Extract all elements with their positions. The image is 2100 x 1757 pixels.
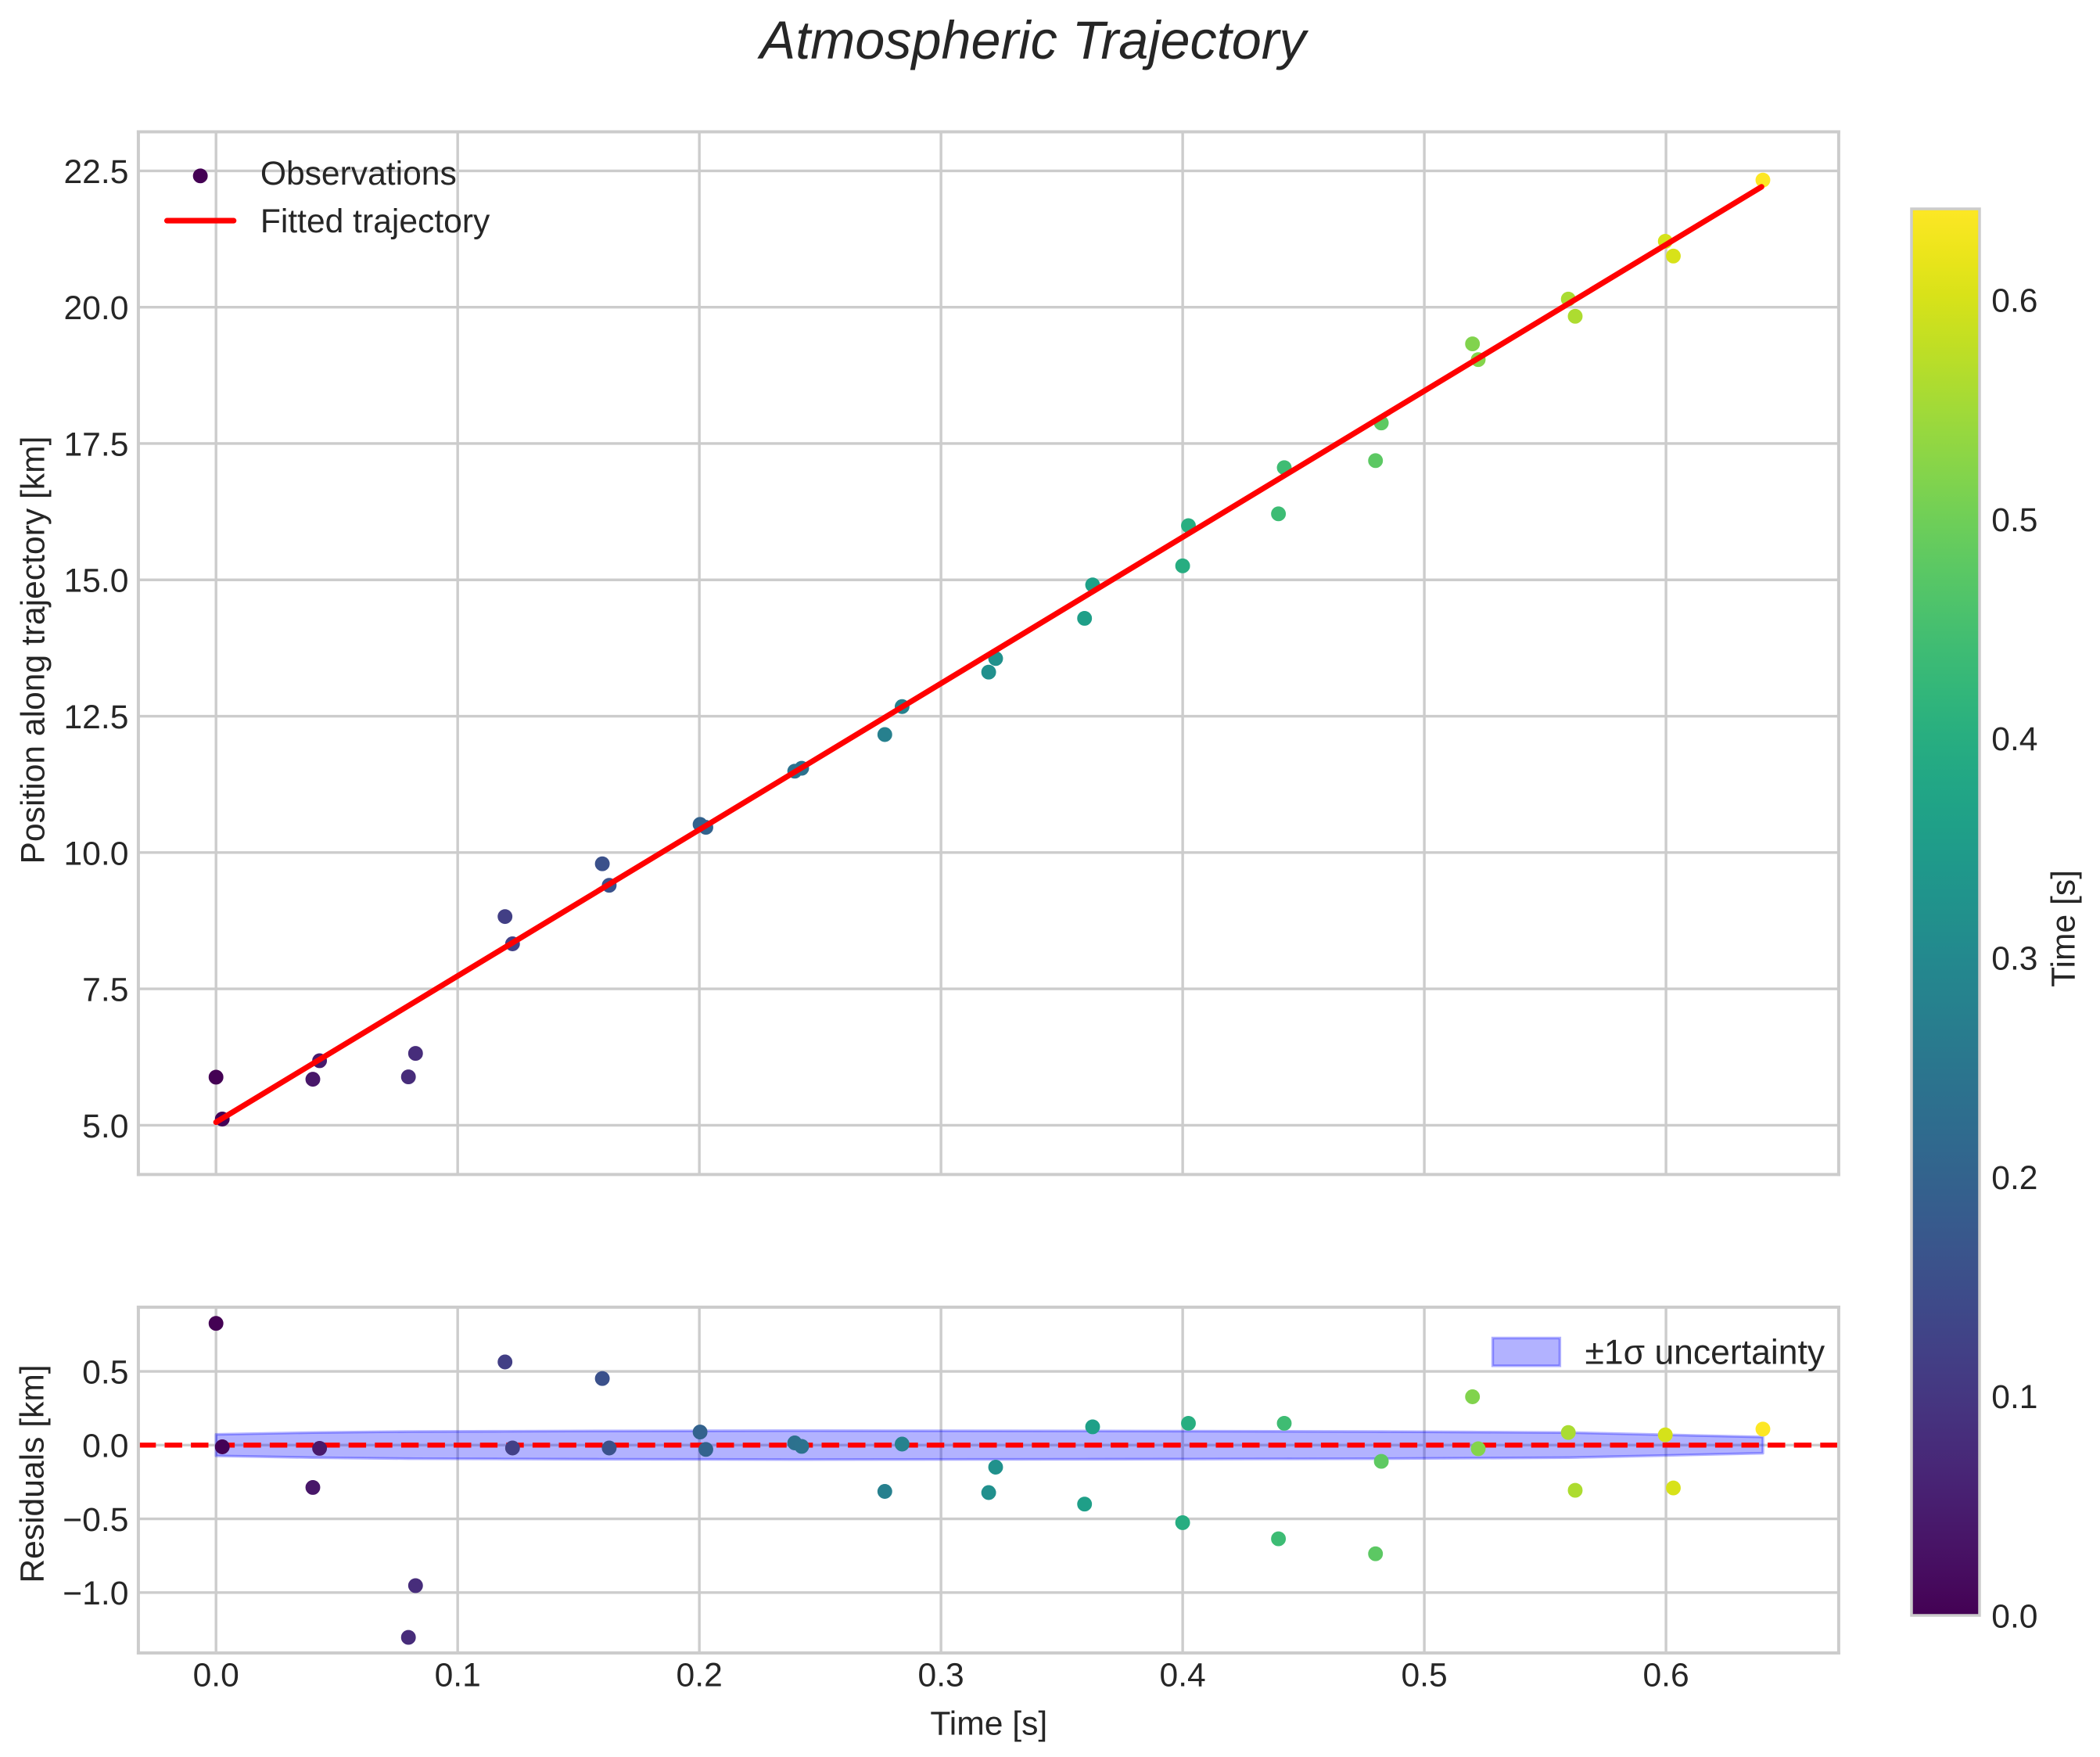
- svg-text:15.0: 15.0: [63, 562, 128, 600]
- svg-text:0.5: 0.5: [82, 1353, 128, 1391]
- svg-text:0.6: 0.6: [1991, 282, 2037, 319]
- svg-text:0.5: 0.5: [1991, 501, 2037, 539]
- svg-text:7.5: 7.5: [82, 972, 128, 1009]
- svg-text:10.0: 10.0: [63, 835, 128, 872]
- svg-text:−1.0: −1.0: [63, 1575, 128, 1612]
- svg-text:Time [s]: Time [s]: [930, 1705, 1047, 1742]
- svg-text:0.5: 0.5: [1401, 1656, 1447, 1694]
- svg-text:Position along trajectory [km]: Position along trajectory [km]: [14, 437, 52, 864]
- svg-text:0.2: 0.2: [677, 1656, 723, 1694]
- svg-text:Observations: Observations: [260, 155, 457, 192]
- svg-text:5.0: 5.0: [82, 1108, 128, 1145]
- svg-text:±1σ uncertainty: ±1σ uncertainty: [1585, 1334, 1825, 1372]
- svg-text:0.3: 0.3: [918, 1656, 964, 1694]
- svg-text:0.1: 0.1: [1991, 1378, 2037, 1416]
- svg-text:0.0: 0.0: [193, 1656, 239, 1694]
- svg-text:0.4: 0.4: [1991, 720, 2037, 758]
- svg-text:20.0: 20.0: [63, 289, 128, 327]
- svg-text:22.5: 22.5: [63, 153, 128, 191]
- svg-text:Fitted trajectory: Fitted trajectory: [260, 203, 490, 240]
- svg-text:Residuals [km]: Residuals [km]: [14, 1364, 52, 1583]
- svg-text:0.0: 0.0: [82, 1428, 128, 1465]
- svg-text:12.5: 12.5: [63, 699, 128, 736]
- svg-text:0.2: 0.2: [1991, 1159, 2037, 1197]
- svg-text:Time [s]: Time [s]: [2044, 870, 2082, 987]
- svg-text:0.1: 0.1: [435, 1656, 481, 1694]
- svg-text:−0.5: −0.5: [63, 1501, 128, 1539]
- svg-text:0.6: 0.6: [1642, 1656, 1689, 1694]
- svg-text:0.4: 0.4: [1160, 1656, 1206, 1694]
- svg-text:0.3: 0.3: [1991, 940, 2037, 977]
- svg-text:17.5: 17.5: [63, 426, 128, 463]
- svg-text:0.0: 0.0: [1991, 1597, 2037, 1635]
- svg-text:Atmospheric Trajectory: Atmospheric Trajectory: [757, 11, 1309, 70]
